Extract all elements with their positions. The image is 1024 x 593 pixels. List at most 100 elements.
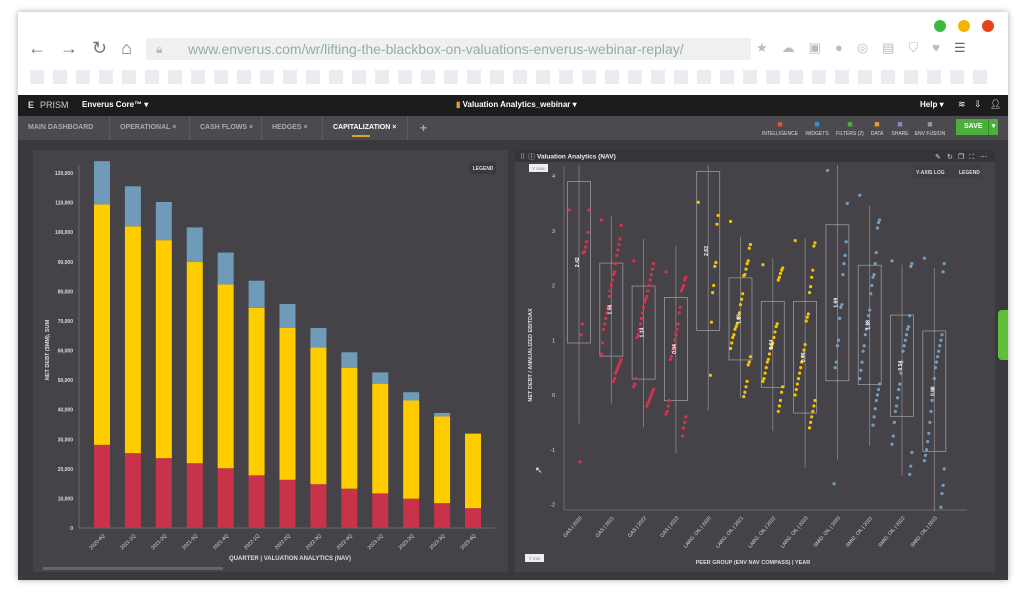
bookmark-item[interactable] [214,70,228,84]
data-point[interactable] [927,431,931,435]
window-dot-green[interactable] [934,20,946,32]
save-dropdown-icon[interactable]: ▾ [988,119,998,135]
data-point[interactable] [868,308,872,312]
bookmark-item[interactable] [191,70,205,84]
data-point[interactable] [922,459,926,463]
data-point[interactable] [682,426,686,430]
data-point[interactable] [762,376,766,381]
data-point[interactable] [587,208,591,212]
bookmark-item[interactable] [283,70,297,84]
data-point[interactable] [878,382,882,386]
bookmark-star-icon[interactable]: ★ [756,40,768,55]
tab-cash-flows[interactable]: CASH FLOWS × [190,116,262,140]
data-point[interactable] [609,283,613,288]
bookmark-item[interactable] [421,70,435,84]
data-point[interactable] [807,426,812,430]
data-point[interactable] [585,240,589,244]
data-point[interactable] [905,327,910,331]
data-point[interactable] [806,312,810,316]
data-point[interactable] [580,322,584,326]
briefcase-icon[interactable]: ▤ [882,40,895,55]
data-point[interactable] [649,393,653,397]
data-point[interactable] [858,376,862,381]
data-point[interactable] [645,294,649,299]
data-point[interactable] [634,376,638,381]
data-point[interactable] [639,316,643,320]
data-point[interactable] [938,344,942,348]
data-point[interactable] [677,311,681,315]
data-point[interactable] [604,316,608,320]
data-point[interactable] [680,434,685,438]
data-point[interactable] [763,371,767,375]
tab-main-dashboard[interactable]: MAIN DASHBOARD [18,116,110,140]
data-point[interactable] [834,360,838,364]
data-point[interactable] [908,472,912,476]
data-point[interactable] [638,322,642,326]
data-point[interactable] [646,401,650,405]
layers-icon[interactable]: ≋ [958,99,966,109]
data-point[interactable] [939,505,943,509]
data-point[interactable] [650,390,654,394]
data-point[interactable] [613,376,617,381]
bookmark-item[interactable] [352,70,366,84]
data-point[interactable] [910,450,914,455]
bookmark-item[interactable] [30,70,44,84]
bookmark-item[interactable] [99,70,113,84]
data-point[interactable] [636,333,640,337]
data-point[interactable] [599,352,603,356]
data-point[interactable] [745,262,749,266]
data-point[interactable] [780,390,784,394]
data-point[interactable] [865,322,870,326]
data-point[interactable] [684,415,688,419]
data-point[interactable] [667,398,671,403]
edit-icon[interactable]: ✎ [935,154,941,161]
data-point[interactable] [778,271,783,276]
refresh-icon[interactable]: ↻ [947,154,953,161]
data-point[interactable] [672,344,676,348]
data-point[interactable] [871,275,875,279]
data-point[interactable] [774,324,778,329]
data-point[interactable] [732,333,736,337]
data-point[interactable] [891,434,895,438]
product-switcher[interactable]: Enverus Core™ ▾ [82,100,149,109]
data-point[interactable] [777,404,781,408]
data-point[interactable] [606,305,610,309]
data-point[interactable] [674,333,678,337]
data-point[interactable] [765,360,769,364]
bookmark-item[interactable] [559,70,573,84]
data-point[interactable] [668,357,672,362]
data-point[interactable] [902,344,906,348]
y-axis-log-toggle[interactable]: Y-AXIS LOG [913,165,981,178]
data-point[interactable] [666,404,670,408]
data-point[interactable] [804,319,808,323]
tab-hedges[interactable]: HEDGES × [262,116,323,140]
data-point[interactable] [603,322,607,326]
data-point[interactable] [876,387,881,392]
data-point[interactable] [743,390,747,394]
bookmark-item[interactable] [720,70,734,84]
data-point[interactable] [619,223,623,227]
data-point[interactable] [617,242,621,247]
data-point[interactable] [907,324,911,329]
data-point[interactable] [874,398,878,403]
bookmark-item[interactable] [444,70,458,84]
data-point[interactable] [845,201,849,205]
data-point[interactable] [809,420,813,424]
data-point[interactable] [939,338,943,342]
bookmark-item[interactable] [375,70,389,84]
data-point[interactable] [940,333,944,337]
bookmark-item[interactable] [973,70,987,84]
data-point[interactable] [748,355,752,359]
data-point[interactable] [777,275,781,279]
copy-icon[interactable]: ❐ [958,153,964,161]
data-point[interactable] [860,360,864,364]
data-point[interactable] [807,291,812,295]
data-point[interactable] [611,379,616,383]
tab-operational[interactable]: OPERATIONAL × [110,116,190,140]
data-point[interactable] [711,291,715,295]
data-point[interactable] [611,272,616,277]
data-point[interactable] [633,382,637,386]
data-point[interactable] [769,346,773,351]
data-point[interactable] [735,322,739,326]
data-point[interactable] [833,366,837,370]
